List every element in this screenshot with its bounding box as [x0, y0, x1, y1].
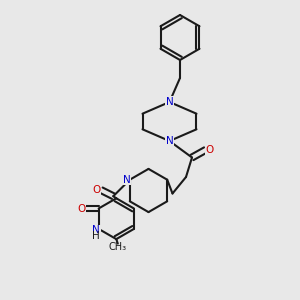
Text: N: N [92, 225, 100, 235]
Text: H: H [92, 231, 100, 242]
Text: N: N [166, 136, 173, 146]
Text: N: N [123, 175, 131, 185]
Text: N: N [166, 97, 173, 107]
Text: O: O [77, 203, 86, 214]
Text: O: O [206, 145, 214, 155]
Text: CH₃: CH₃ [109, 242, 127, 252]
Text: O: O [92, 185, 101, 195]
